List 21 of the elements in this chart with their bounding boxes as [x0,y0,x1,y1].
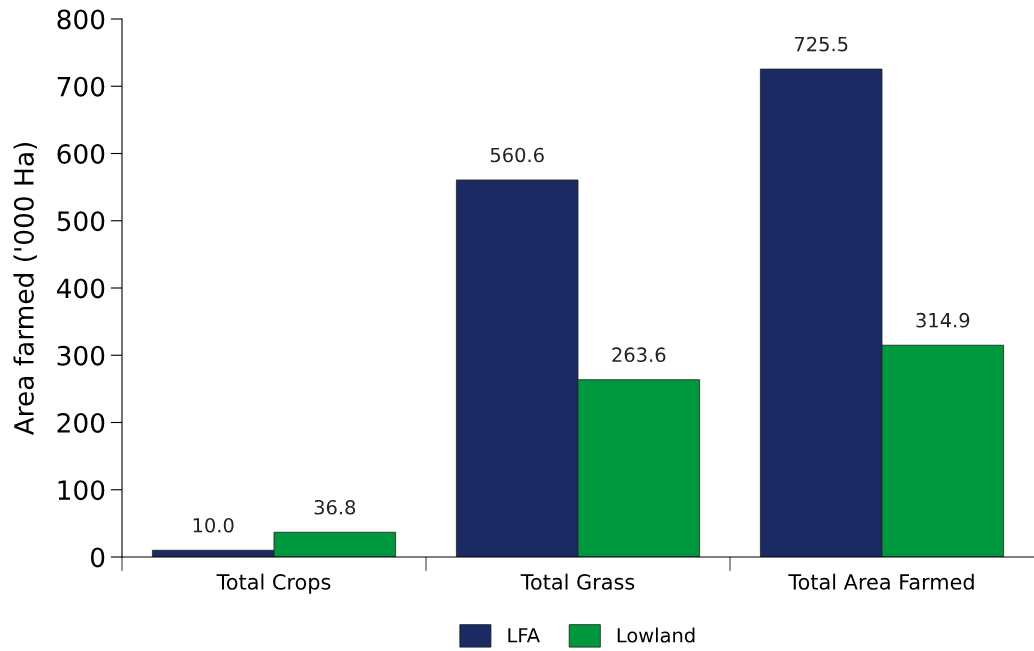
x-tick-label: Total Crops [216,573,331,594]
legend-label: LFA [508,628,540,643]
y-tick-label: 300 [57,345,105,366]
y-tick-label: 500 [57,211,105,232]
x-tick-label: Total Area Farmed [788,573,974,590]
data-label: 314.9 [916,312,970,328]
y-tick-label: 200 [57,412,105,433]
y-tick-label: 700 [57,76,105,97]
y-tick-label: 0 [90,547,105,568]
y-tick-label: 600 [57,143,105,164]
y-axis-title: Area farmed ('000 Ha) [13,142,37,436]
data-label: 263.6 [612,347,666,363]
legend-label: Lowland [617,627,695,643]
data-label: 725.5 [794,36,848,52]
y-tick-label: 100 [58,480,105,501]
y-tick-label: 800 [57,9,105,30]
data-label: 10.0 [193,517,234,533]
data-label: 560.6 [490,147,544,163]
y-tick-label: 400 [56,278,105,299]
data-label: 36.8 [314,499,356,515]
x-tick-label: Total Grass [520,573,635,590]
